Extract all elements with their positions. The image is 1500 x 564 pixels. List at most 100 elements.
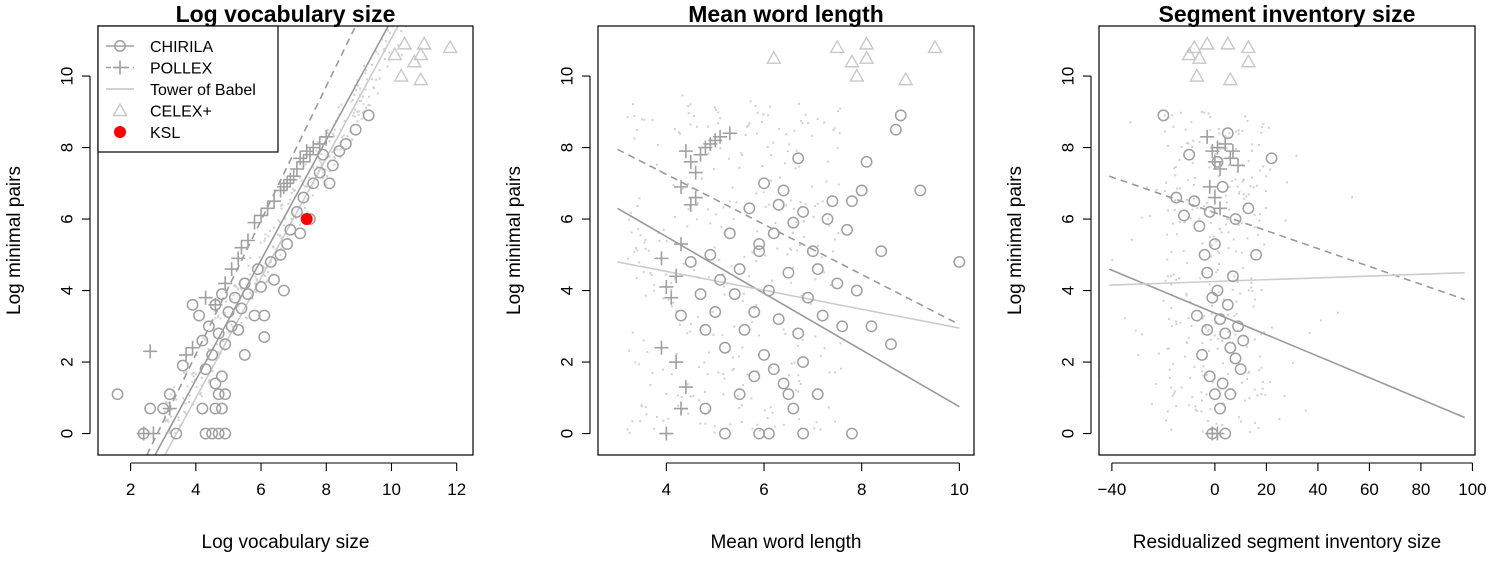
bg-dot [1228,185,1231,188]
bg-dot [791,231,794,234]
bg-dot [1166,233,1169,236]
data-point [1240,39,1257,54]
series-celex+ [1181,35,1257,86]
bg-dot [333,128,336,131]
bg-dot [1278,418,1281,421]
data-point [289,162,304,176]
bg-dot [334,157,337,160]
bg-dot [1253,388,1256,391]
bg-dot [341,136,344,139]
data-point [193,309,206,322]
bg-dot [175,398,178,401]
bg-dot [1180,111,1183,114]
data-point [143,344,158,359]
bg-dot [662,419,665,422]
bg-dot [667,298,670,301]
data-point [442,39,458,54]
data-point [797,356,810,368]
bg-dot [1184,220,1187,223]
bg-dot [1218,132,1221,135]
bg-dot [360,117,363,120]
data-point [231,251,246,266]
bg-dot [353,115,356,118]
data-point [719,341,731,354]
bg-dot [1185,261,1188,264]
data-point [1221,127,1234,140]
bg-dot [821,200,824,203]
bg-dot [1304,409,1307,412]
bg-dot [204,338,207,341]
bg-dot [814,205,817,208]
bg-dot [743,256,746,259]
data-point [844,53,860,68]
bg-dot [737,355,740,358]
bg-dot [1176,233,1179,236]
bg-dot [662,228,665,231]
y-tick-label: 4 [57,286,76,295]
bg-dot [1243,335,1246,338]
bg-dot [1308,331,1311,334]
bg-dot [793,129,796,132]
bg-dot [756,132,759,135]
x-tick-label: 60 [1360,480,1379,499]
bg-dot [827,217,830,220]
bg-dot [170,409,173,412]
bg-dot [268,229,271,232]
data-point [767,363,780,376]
bg-dot [277,219,280,222]
bg-dot [248,273,251,276]
data-point [219,388,232,401]
bg-dot [1179,321,1182,324]
bg-dot [636,128,639,131]
bg-dot [1198,141,1201,144]
data-point [728,288,741,301]
bg-dot [722,393,725,396]
bg-dot [812,215,815,218]
bg-dot [1234,333,1237,336]
data-point [1225,144,1240,159]
bg-dot [217,353,220,356]
bg-dot [785,133,788,136]
data-point [224,262,239,277]
bg-dot [367,95,370,98]
bg-dot [1189,217,1192,220]
bg-dot [651,371,654,374]
bg-dot [1260,333,1263,336]
data-point [307,177,320,190]
bg-dot [1215,240,1218,243]
bg-dot [811,185,814,188]
data-point [268,273,281,286]
bg-dot [1233,314,1236,317]
bg-dot [200,395,203,398]
bg-dot [1240,222,1243,225]
bg-dot [1184,355,1187,358]
bg-dot [1206,420,1209,423]
bg-dot [246,317,249,320]
bg-dot [729,423,732,426]
data-point [1208,238,1221,251]
x-tick-label: 10 [382,480,401,499]
bg-dot [712,333,715,336]
bg-dot [1177,277,1180,280]
bg-dot [741,153,744,156]
data-point [738,323,751,336]
bg-dot [1237,416,1240,419]
data-point [722,126,737,141]
bg-dot [1258,219,1261,222]
data-point [875,245,888,258]
bg-dot [760,120,763,123]
bg-dot [1258,213,1261,216]
bg-dot [631,420,634,423]
bg-dot [1186,179,1189,182]
bg-dot [767,114,770,117]
bg-dot [333,163,336,166]
bg-dot [334,148,337,151]
bg-dot [1182,250,1185,253]
bg-dot [1190,121,1193,124]
bg-dot [715,108,718,111]
bg-dot [628,431,631,434]
data-point [238,348,251,361]
bg-dot [195,385,198,388]
bg-dot [1210,312,1213,315]
series-pollex [654,126,737,441]
